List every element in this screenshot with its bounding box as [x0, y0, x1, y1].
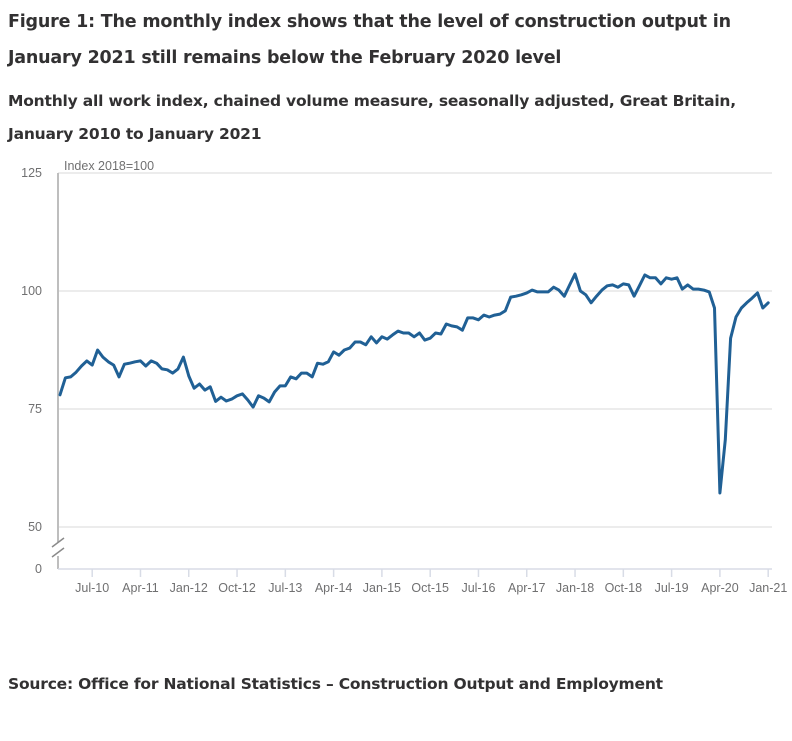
figure-subtitle: Monthly all work index, chained volume m…: [8, 92, 736, 143]
y-tick-label: 75: [28, 402, 42, 416]
x-tick-label: Oct-18: [605, 581, 643, 595]
x-axis: Jul-10 Apr-11 Jan-12 Oct-12 Jul-13 Apr-14 Jan-…: [58, 568, 787, 595]
x-tick-label: Jan-21: [749, 581, 787, 595]
x-tick-label: Jul-10: [75, 581, 109, 595]
x-tick-label: Apr-17: [508, 581, 546, 595]
axis-break-mark: [51, 547, 65, 558]
x-tick-label: Oct-12: [218, 581, 256, 595]
y-tick-label: 50: [28, 520, 42, 534]
x-tick-label: Jul-19: [655, 581, 689, 595]
series-line: [58, 272, 770, 495]
x-tick-label: Apr-14: [315, 581, 353, 595]
x-tick-label: Jan-12: [170, 581, 208, 595]
y-tick-label: 100: [21, 284, 42, 298]
y-axis: 0 50 75 100 125: [21, 166, 65, 576]
series-group: [58, 272, 770, 495]
x-tick-label: Apr-20: [701, 581, 739, 595]
x-tick-label: Jul-16: [461, 581, 495, 595]
x-tick-label: Jul-13: [268, 581, 302, 595]
x-tick-label: Apr-11: [122, 581, 159, 595]
y-tick-label: 125: [21, 166, 42, 180]
source-note: Source: Office for National Statistics –…: [8, 675, 663, 693]
gridlines: [58, 172, 772, 528]
x-tick-label: Jan-18: [556, 581, 594, 595]
figure-title: Figure 1: The monthly index shows that t…: [8, 12, 731, 68]
y-axis-unit-label: Index 2018=100: [64, 159, 154, 173]
y-tick-label: 0: [35, 562, 42, 576]
x-tick-label: Oct-15: [411, 581, 449, 595]
axis-break-mark: [51, 537, 65, 548]
x-tick-label: Jan-15: [363, 581, 401, 595]
